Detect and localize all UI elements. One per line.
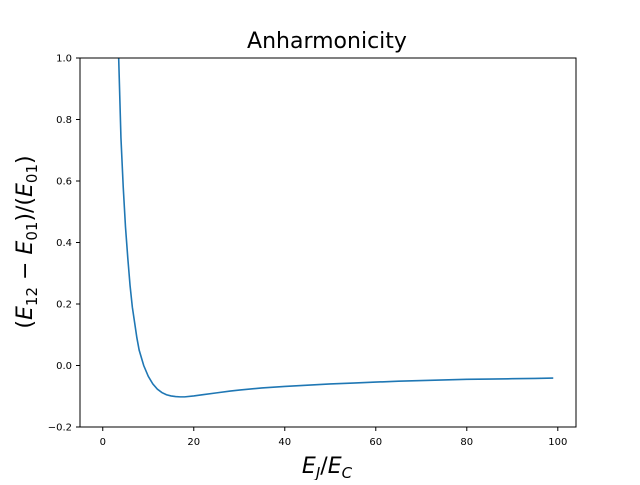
y-tick-label-5: 0.8 (56, 115, 72, 126)
y-axis-label: (E12 − E01)/(E01) (13, 155, 41, 328)
y-label-e01: E (13, 241, 38, 255)
y-label-e12: E (13, 306, 38, 320)
y-tick-label-0: −0.2 (48, 423, 72, 434)
x-label-e2: E (328, 454, 342, 479)
y-label-sub-12: 12 (23, 287, 41, 306)
x-label-sub-j: J (313, 464, 320, 480)
y-tick-label-6: 1.0 (56, 54, 72, 65)
y-label-open: ( (13, 320, 38, 329)
axes-frame (79, 57, 577, 428)
plot-area: 0 20 40 60 80 100 −0.2 0.0 0.2 0.4 0.6 0.8 1.0 (48, 54, 577, 448)
y-label-close-open: )/( (13, 197, 38, 222)
y-label-minus: − (13, 255, 38, 287)
y-label-e01b: E (13, 183, 38, 197)
x-label-slash: / (320, 454, 328, 479)
y-tick-label-4: 0.6 (56, 177, 72, 188)
x-tick-label-80: 80 (460, 437, 473, 448)
x-label-e: E (302, 454, 316, 479)
y-label-sub-01b: 01 (23, 164, 41, 183)
y-label-close: ) (13, 155, 38, 164)
y-tick-label-3: 0.4 (56, 238, 72, 249)
y-tick-label-2: 0.2 (56, 300, 72, 311)
x-tick-label-60: 60 (369, 437, 382, 448)
x-axis-label: EJ/EC (302, 454, 353, 480)
y-tick-label-1: 0.0 (56, 361, 72, 372)
series-line-0 (117, 58, 554, 398)
x-tick-label-100: 100 (548, 437, 567, 448)
x-tick-label-20: 20 (187, 437, 200, 448)
x-label-sub-c: C (342, 464, 353, 480)
x-tick-label-40: 40 (278, 437, 291, 448)
x-tick-label-0: 0 (100, 437, 106, 448)
y-label-sub-01: 01 (23, 222, 41, 241)
chart-title: Anharmonicity (247, 29, 407, 54)
